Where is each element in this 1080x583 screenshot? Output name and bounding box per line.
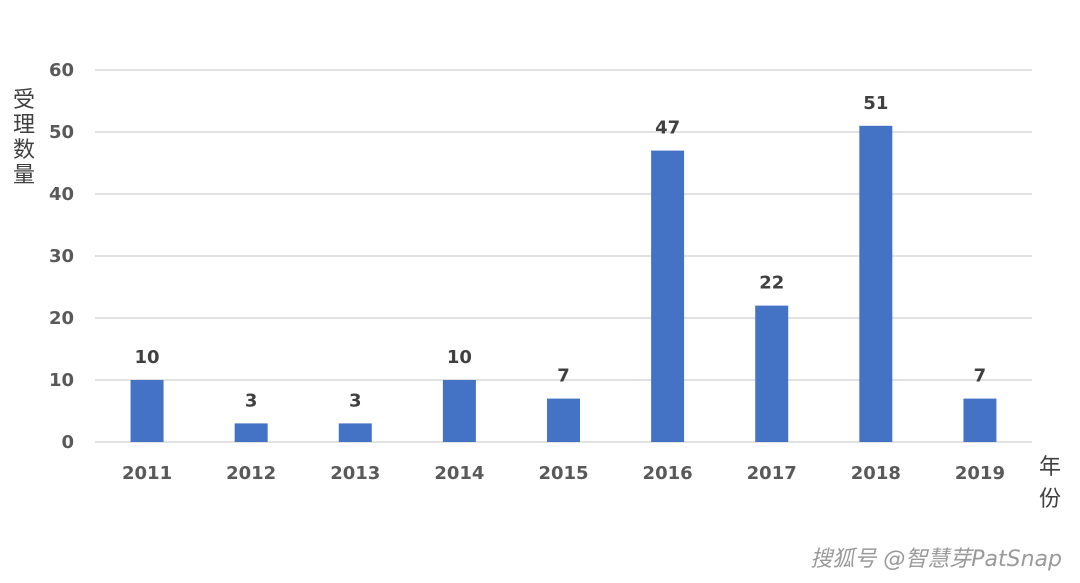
- x-tick-label: 2018: [851, 463, 901, 484]
- bar-2013: [338, 423, 372, 442]
- y-axis-title: 受理数量: [13, 88, 35, 188]
- x-tick-label: 2015: [538, 463, 588, 484]
- x-tick-label: 2012: [226, 463, 276, 484]
- bar-2019: [963, 398, 997, 442]
- y-tick-label: 10: [49, 370, 74, 391]
- y-tick-label: 60: [49, 60, 74, 81]
- bar-2015: [547, 398, 580, 442]
- bar-2018: [859, 125, 893, 443]
- gridlines: [95, 69, 1032, 443]
- bar-2016: [651, 150, 685, 442]
- x-tick-label: 2011: [122, 463, 172, 484]
- y-tick-label: 50: [49, 122, 74, 143]
- y-tick-label: 20: [49, 308, 74, 329]
- bar-2017: [755, 305, 789, 442]
- y-tick-label: 0: [61, 432, 74, 453]
- x-tick-label: 2014: [434, 463, 484, 484]
- watermark-text: 搜狐号 @智慧芽PatSnap: [810, 547, 1062, 572]
- data-label: 10: [447, 347, 472, 368]
- data-label: 22: [759, 273, 784, 294]
- data-label: 51: [863, 93, 888, 114]
- x-axis-ticks: 2011 2012 2013 2014 2015 2016 2017 2018 2019: [122, 463, 1005, 484]
- data-labels: 10 3 3 10 7 47 22 51 7: [135, 93, 987, 412]
- bar-2011: [130, 380, 164, 442]
- data-label: 7: [974, 366, 987, 387]
- data-label: 3: [349, 390, 362, 411]
- x-tick-label: 2017: [747, 463, 797, 484]
- data-label: 10: [135, 347, 160, 368]
- y-tick-label: 40: [49, 184, 74, 205]
- x-tick-label: 2013: [330, 463, 380, 484]
- data-label: 3: [245, 390, 258, 411]
- x-tick-label: 2019: [955, 463, 1005, 484]
- y-axis-ticks: 0 10 20 30 40 50 60: [49, 60, 74, 453]
- x-tick-label: 2016: [643, 463, 693, 484]
- bar-2014: [442, 380, 476, 442]
- y-tick-label: 30: [49, 246, 74, 267]
- bars: [130, 125, 997, 443]
- data-label: 47: [655, 118, 680, 139]
- bar-2012: [234, 423, 268, 442]
- data-label: 7: [557, 366, 570, 387]
- x-axis-title: 年份: [1039, 455, 1061, 512]
